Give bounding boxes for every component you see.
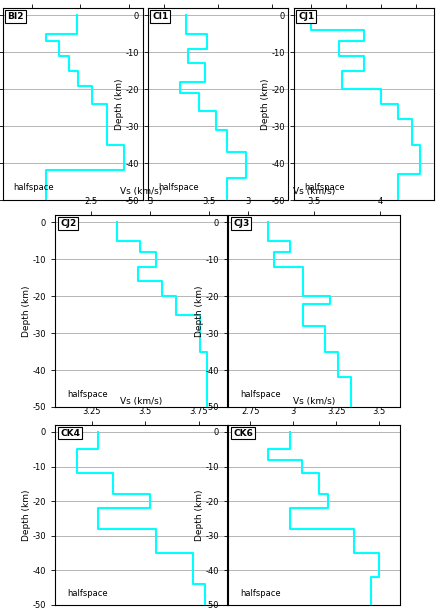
Y-axis label: Depth (km): Depth (km)	[115, 78, 124, 130]
Text: halfspace: halfspace	[304, 183, 344, 192]
Y-axis label: Depth (km): Depth (km)	[22, 285, 31, 337]
X-axis label: Vs (km/s): Vs (km/s)	[120, 397, 162, 406]
Text: CJ2: CJ2	[60, 219, 76, 228]
Y-axis label: Depth (km): Depth (km)	[22, 489, 31, 541]
X-axis label: Vs (km/s): Vs (km/s)	[120, 187, 162, 196]
Text: CJ1: CJ1	[298, 12, 314, 21]
Text: halfspace: halfspace	[67, 589, 108, 598]
Text: CI1: CI1	[152, 12, 168, 21]
X-axis label: Vs (km/s): Vs (km/s)	[293, 397, 335, 406]
Text: halfspace: halfspace	[13, 183, 53, 192]
Text: halfspace: halfspace	[240, 390, 280, 399]
Text: halfspace: halfspace	[158, 183, 198, 192]
Text: BI2: BI2	[7, 12, 24, 21]
Y-axis label: Depth (km): Depth (km)	[195, 285, 204, 337]
Text: CK6: CK6	[233, 428, 253, 438]
Text: CJ3: CJ3	[233, 219, 250, 228]
X-axis label: Vs (km/s): Vs (km/s)	[293, 187, 335, 196]
Text: CK4: CK4	[60, 428, 80, 438]
Y-axis label: Depth (km): Depth (km)	[261, 78, 270, 130]
Text: halfspace: halfspace	[240, 589, 280, 598]
Text: halfspace: halfspace	[67, 390, 108, 399]
Y-axis label: Depth (km): Depth (km)	[195, 489, 204, 541]
